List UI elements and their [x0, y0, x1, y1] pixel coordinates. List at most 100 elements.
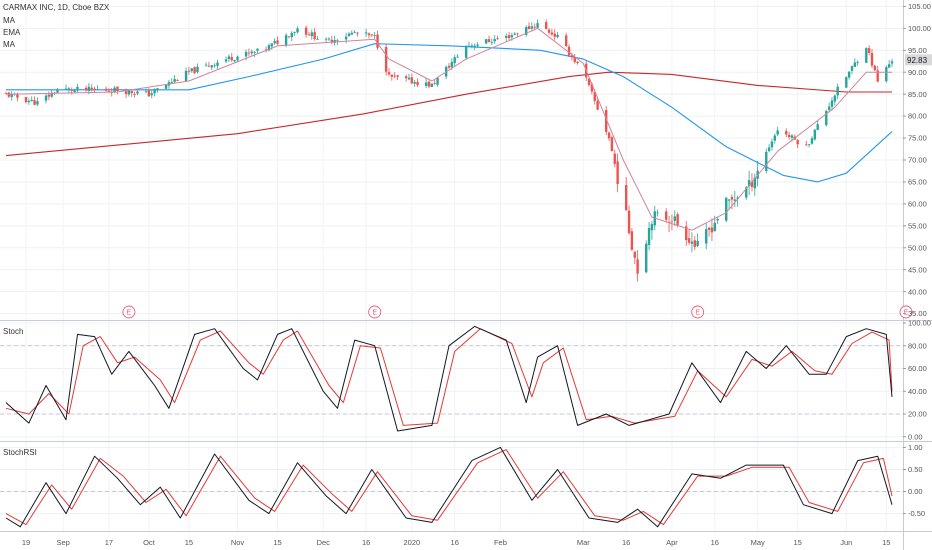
- candle-up: [556, 34, 559, 38]
- candle-up: [353, 32, 356, 34]
- earnings-marker[interactable]: [899, 305, 913, 319]
- candle-up: [765, 151, 768, 172]
- candle-down: [870, 53, 874, 66]
- candle-up: [364, 32, 368, 34]
- study-label-ma-1[interactable]: MA: [3, 16, 16, 25]
- earnings-marker[interactable]: [122, 305, 136, 319]
- candle-down: [33, 100, 36, 105]
- price-axis[interactable]: 105.00 100.00 95.00 90.00 85.00 80.00 75.00 70.…: [903, 2, 931, 518]
- candle-down: [564, 35, 568, 46]
- stochrsi-pane[interactable]: [0, 446, 903, 528]
- candle-down: [547, 29, 551, 33]
- candle-up: [10, 93, 13, 98]
- candle-down: [147, 90, 151, 97]
- price-tick-label: 60.00: [908, 199, 927, 208]
- candle-up: [830, 100, 834, 107]
- price-tick-label: 35.00: [908, 309, 927, 318]
- candle-up: [825, 110, 828, 126]
- candle-down: [230, 57, 233, 61]
- candlesticks: [4, 19, 894, 282]
- earnings-marker[interactable]: [368, 305, 382, 319]
- earnings-marker[interactable]: [691, 305, 705, 319]
- price-tick-label: 85.00: [908, 90, 927, 99]
- candle-down: [376, 34, 379, 48]
- candle-up: [810, 138, 814, 144]
- candle-up: [467, 45, 471, 47]
- time-tick-label: 16: [451, 538, 459, 547]
- candle-up: [236, 56, 239, 61]
- ema-line: [5, 27, 892, 231]
- ema-path: [5, 27, 892, 231]
- price-tick-label: 40.00: [908, 287, 927, 296]
- candle-up: [96, 89, 99, 91]
- stoch-pane-label[interactable]: Stoch: [3, 327, 23, 336]
- candle-up: [136, 91, 139, 94]
- candle-down: [496, 38, 499, 40]
- candle-up: [476, 44, 479, 46]
- candle-up: [333, 40, 336, 43]
- time-tick-label: Nov: [231, 538, 245, 547]
- stoch-pane[interactable]: [0, 325, 903, 432]
- candle-up: [350, 32, 354, 35]
- candle-down: [247, 52, 251, 54]
- candle-down: [93, 88, 96, 90]
- candle-up: [56, 89, 59, 93]
- stoch-tick-label: 0.00: [908, 432, 923, 441]
- candle-down: [685, 226, 688, 240]
- candle-up: [344, 36, 348, 40]
- candle-down: [124, 91, 128, 94]
- candle-up: [773, 135, 777, 141]
- ma-fast-path: [6, 43, 893, 183]
- candle-down: [670, 221, 674, 223]
- candle-down: [787, 134, 791, 138]
- candle-up: [767, 147, 771, 152]
- candle-up: [536, 23, 539, 28]
- study-label-ema[interactable]: EMA: [3, 28, 21, 37]
- candle-up: [213, 65, 216, 67]
- candle-down: [553, 33, 556, 37]
- candle-up: [716, 219, 719, 221]
- time-tick-label: May: [751, 538, 765, 547]
- time-tick-label: 15: [185, 538, 193, 547]
- price-tick-label: 80.00: [908, 112, 927, 121]
- time-tick-label: Feb: [494, 538, 507, 547]
- candle-up: [293, 32, 296, 33]
- candle-up: [647, 228, 651, 245]
- candle-down: [630, 231, 634, 250]
- price-tick-label: 105.00: [908, 2, 931, 11]
- time-axis[interactable]: 19 Sep 17 Oct 15 Nov 15 Dec 16 2020 16 Feb Mar 16 Apr 1…: [22, 538, 891, 547]
- candle-down: [16, 93, 19, 98]
- stochrsi-d-line: [5, 449, 893, 526]
- stochrsi-tick-label: 0.50: [908, 465, 923, 474]
- candle-up: [87, 86, 91, 91]
- symbol-title[interactable]: CARMAX INC, 1D, Cboe BZX: [3, 3, 110, 12]
- candle-down: [4, 93, 8, 94]
- time-tick-label: 15: [882, 538, 890, 547]
- candle-up: [530, 26, 534, 29]
- stoch-tick-label: 60.00: [908, 364, 927, 373]
- candle-up: [776, 130, 779, 135]
- candle-down: [507, 35, 511, 39]
- last-price-box: [905, 54, 932, 66]
- candle-down: [593, 92, 596, 101]
- stoch-tick-label: 100.00: [908, 319, 931, 328]
- ma-fast-line: [6, 43, 893, 183]
- candle-up: [813, 129, 817, 140]
- candle-down: [90, 87, 93, 89]
- candle-up: [770, 141, 774, 148]
- stochrsi-pane-label[interactable]: StochRSI: [3, 448, 37, 457]
- candle-up: [845, 77, 848, 88]
- candle-up: [436, 77, 439, 85]
- candle-up: [50, 92, 53, 97]
- candle-up: [470, 45, 474, 47]
- study-label-ma-2[interactable]: MA: [3, 40, 16, 49]
- price-tick-label: 70.00: [908, 156, 927, 165]
- candle-up: [327, 38, 331, 40]
- candle-up: [267, 45, 271, 51]
- candle-up: [656, 212, 659, 214]
- candle-up: [853, 62, 857, 67]
